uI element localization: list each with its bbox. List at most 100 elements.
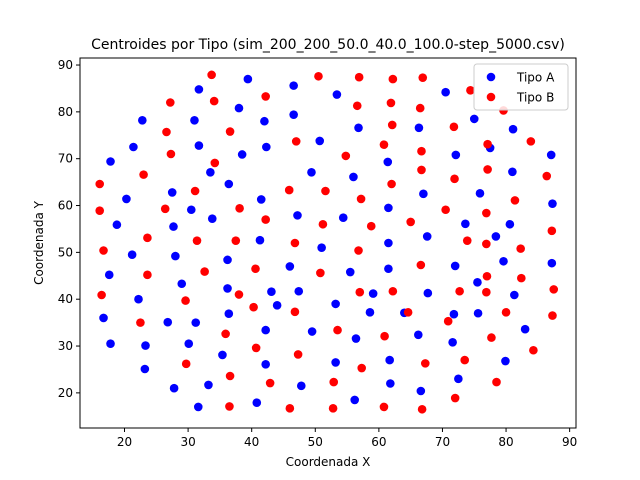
data-point (190, 186, 200, 196)
x-tick-label: 90 (562, 435, 577, 449)
chart-title: Centroides por Tipo (sim_200_200_50.0_40… (91, 37, 565, 53)
data-point (138, 115, 147, 125)
x-axis-label: Coordenada X (286, 455, 371, 469)
data-point (384, 264, 393, 274)
data-point (450, 393, 460, 403)
y-tick-label: 70 (58, 152, 73, 166)
data-point (483, 139, 492, 149)
data-point (461, 219, 470, 229)
data-point (194, 141, 204, 150)
data-point (261, 92, 270, 101)
data-point (419, 189, 428, 199)
data-point (416, 260, 426, 270)
data-point (307, 167, 316, 177)
data-point (218, 350, 227, 360)
data-point (106, 339, 115, 349)
data-point (321, 186, 330, 196)
data-point (289, 81, 298, 90)
data-point (190, 115, 199, 125)
data-point (317, 243, 326, 252)
legend-marker (486, 92, 496, 102)
data-point (379, 140, 389, 149)
data-point (483, 165, 492, 174)
data-point (166, 98, 175, 107)
data-point (499, 256, 508, 266)
series-1 (99, 74, 557, 412)
data-point (501, 356, 510, 366)
x-tick-label: 70 (435, 435, 450, 449)
data-point (529, 345, 538, 355)
data-point (350, 395, 360, 405)
data-point (256, 195, 266, 204)
data-point (385, 355, 394, 365)
data-point (341, 151, 351, 161)
data-point (354, 246, 363, 255)
data-point (99, 246, 108, 255)
axes-frame (79, 57, 577, 429)
data-point (204, 380, 213, 390)
data-point (351, 334, 361, 343)
data-point (252, 398, 262, 408)
data-point (163, 317, 173, 327)
data-point (368, 289, 378, 298)
data-point (167, 188, 177, 197)
data-point (449, 122, 459, 132)
data-point (414, 123, 424, 133)
data-point (491, 232, 501, 241)
data-point (265, 378, 275, 388)
data-point (333, 325, 342, 335)
data-point (261, 325, 270, 335)
data-point (384, 203, 393, 213)
data-point (441, 87, 450, 97)
data-point (548, 311, 557, 320)
data-point (129, 142, 138, 152)
data-point (95, 206, 105, 215)
data-point (127, 250, 137, 260)
data-point (224, 179, 234, 189)
data-point (200, 267, 209, 276)
data-point (285, 404, 295, 413)
data-point (469, 114, 479, 124)
data-point (171, 251, 180, 261)
data-point (516, 244, 525, 253)
data-point (272, 300, 282, 310)
data-point (449, 309, 459, 319)
data-point (450, 261, 460, 271)
data-point (354, 123, 363, 133)
data-point (366, 221, 376, 231)
data-point (505, 219, 515, 229)
data-point (460, 355, 470, 365)
data-point (234, 290, 244, 299)
data-point (448, 337, 457, 347)
data-point (223, 255, 232, 265)
data-point (548, 199, 557, 208)
x-tick-label: 40 (244, 435, 259, 449)
data-point (315, 136, 325, 146)
data-point (547, 226, 557, 236)
data-point (542, 171, 552, 181)
data-point (356, 194, 366, 204)
data-point (249, 302, 258, 312)
data-point (181, 296, 190, 305)
data-point (520, 324, 530, 334)
data-point (420, 359, 430, 368)
data-point (193, 402, 203, 412)
data-point (406, 217, 415, 227)
data-point (422, 232, 432, 241)
data-point (234, 103, 244, 113)
data-point (331, 299, 340, 309)
y-tick-label: 30 (58, 339, 73, 353)
data-point (332, 90, 342, 99)
data-point (104, 270, 114, 280)
data-point (162, 127, 171, 137)
legend-marker (486, 72, 496, 82)
data-point (417, 165, 426, 175)
data-point (352, 101, 362, 111)
data-point (223, 284, 232, 293)
data-point (95, 179, 105, 189)
data-point (316, 268, 325, 278)
data-point (255, 235, 265, 245)
data-point (441, 205, 450, 215)
data-point (184, 339, 194, 349)
data-point (166, 149, 176, 159)
